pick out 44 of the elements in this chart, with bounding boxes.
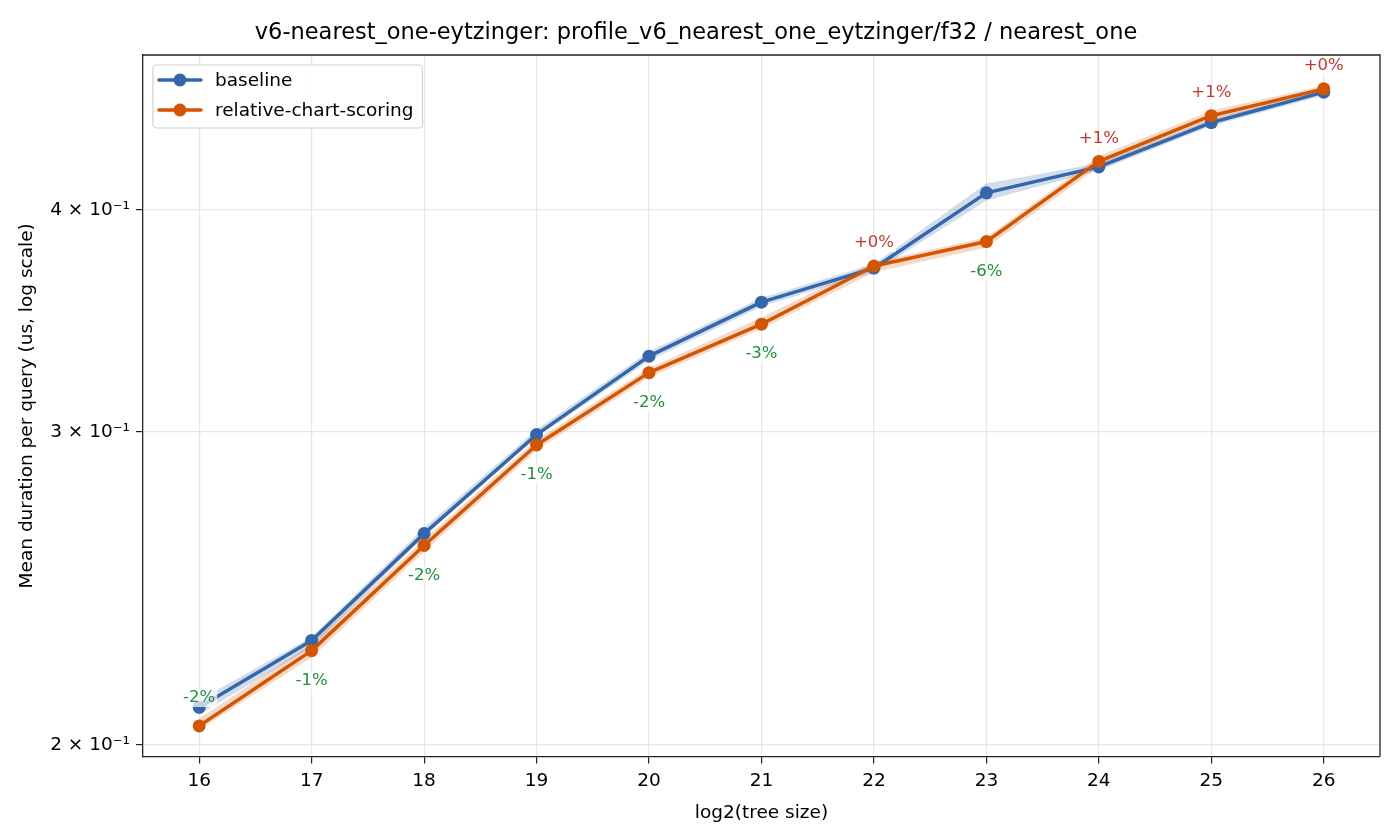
annotation: +1% — [1078, 127, 1119, 147]
point — [754, 317, 768, 331]
point — [979, 186, 993, 200]
x-tick-label: 24 — [1087, 768, 1111, 790]
y-tick-label: 3 × 10⁻¹ — [50, 419, 130, 441]
annotation: -1% — [295, 669, 328, 689]
annotation: -2% — [408, 564, 441, 584]
point — [1092, 154, 1106, 168]
chart-title: v6-nearest_one-eytzinger: profile_v6_nearest_one_eytzinger/f32 / nearest_one — [254, 18, 1138, 45]
x-tick-label: 23 — [974, 768, 999, 790]
point — [1204, 109, 1218, 123]
x-tick-label: 25 — [1199, 768, 1224, 790]
point — [192, 719, 206, 733]
annotation: -6% — [970, 260, 1003, 280]
x-axis-title: log2(tree size) — [694, 800, 829, 822]
annotation: -2% — [183, 687, 216, 707]
y-tick-label: 4 × 10⁻¹ — [50, 197, 130, 219]
x-tick-label: 18 — [412, 768, 436, 790]
annotation: +1% — [1191, 82, 1232, 101]
annotation: +0% — [1303, 55, 1344, 75]
point — [642, 349, 656, 363]
annotation: -2% — [632, 391, 666, 411]
annotation: -1% — [520, 464, 553, 484]
x-tick-label: 21 — [749, 768, 774, 790]
point — [417, 538, 431, 552]
x-tick-label: 16 — [187, 768, 211, 790]
annotation: +0% — [853, 232, 894, 252]
x-tick-label: 20 — [637, 768, 661, 790]
legend-label: relative-chart-scoring — [214, 98, 414, 120]
point — [642, 366, 656, 380]
x-tick-label: 26 — [1312, 768, 1336, 790]
y-tick-label: 2 × 10⁻¹ — [50, 732, 130, 754]
point — [979, 235, 993, 249]
y-axis-title: Mean duration per query (us, log scale) — [14, 223, 36, 589]
x-tick-label: 22 — [862, 768, 886, 790]
point — [417, 527, 431, 541]
point — [305, 644, 319, 658]
x-tick-label: 17 — [299, 768, 324, 790]
point — [530, 438, 544, 452]
point — [530, 428, 544, 442]
annotation: -3% — [745, 343, 778, 363]
point — [754, 295, 768, 309]
legend-label: baseline — [214, 68, 293, 90]
x-tick-label: 19 — [524, 768, 549, 790]
